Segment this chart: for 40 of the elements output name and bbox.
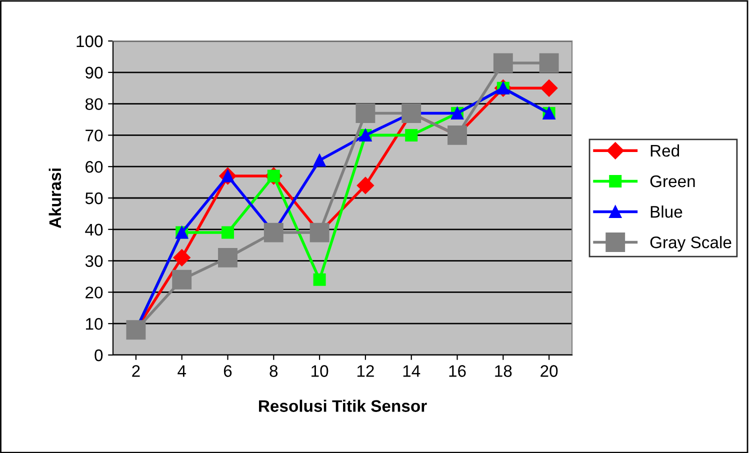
x-tick-label: 4 — [178, 365, 186, 377]
point — [173, 249, 190, 266]
point — [264, 222, 284, 242]
point — [172, 270, 192, 290]
y-tick-label: 30 — [85, 255, 103, 268]
x-tick-label: 2 — [132, 365, 140, 377]
point — [540, 80, 558, 97]
y-tick-label: 40 — [85, 224, 103, 236]
x-tick-label: 14 — [403, 365, 420, 377]
y-tick-label: 70 — [86, 130, 103, 142]
y-axis-title: Akurasi — [48, 168, 62, 228]
point — [222, 226, 234, 239]
point — [493, 53, 513, 73]
point — [356, 176, 374, 194]
x-tick-label: 16 — [449, 365, 466, 377]
x-axis-title: Resolusi Titik Sensor — [259, 400, 427, 412]
point — [218, 248, 238, 268]
y-tick-label: 10 — [86, 318, 103, 330]
x-tick-label: 10 — [312, 365, 328, 377]
y-tick-label: 50 — [85, 192, 103, 204]
y-tick-label: 20 — [86, 286, 103, 298]
x-tick-label: 6 — [224, 365, 232, 377]
y-tick-label: 90 — [86, 66, 103, 79]
point — [356, 103, 376, 123]
y-tick-label: 100 — [76, 35, 103, 48]
point — [313, 154, 326, 167]
x-tick-label: 12 — [357, 365, 374, 377]
point — [539, 53, 559, 73]
x-tick-label: 18 — [495, 365, 512, 377]
y-tick-label: 80 — [85, 98, 103, 110]
y-tick-label: 60 — [86, 161, 103, 173]
y-tick-label: 0 — [94, 349, 103, 362]
legend-label: Red — [650, 144, 680, 157]
x-tick-label: 20 — [540, 365, 558, 377]
point — [405, 128, 418, 142]
legend-label: Gray Scale — [650, 236, 732, 252]
legend-label: Blue — [650, 206, 682, 218]
point — [313, 273, 326, 286]
legend-label: Green — [650, 175, 695, 188]
x-tick-label: 8 — [270, 365, 278, 377]
